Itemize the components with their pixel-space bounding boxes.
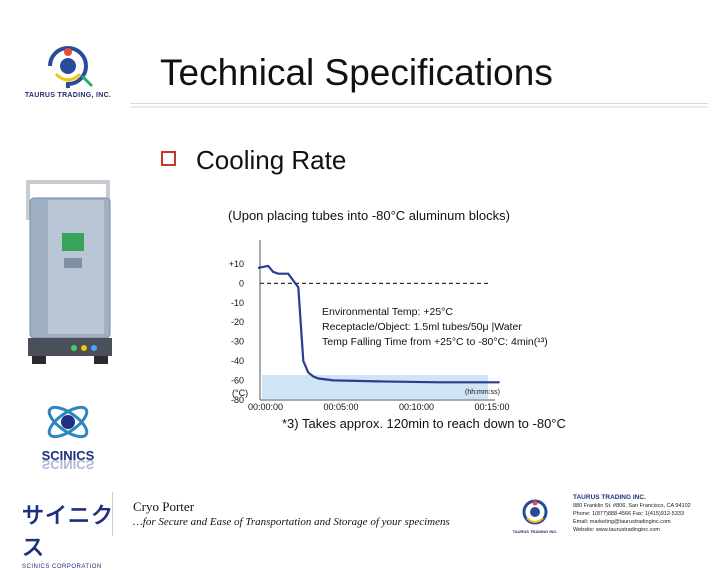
y-axis-label: (°C) xyxy=(232,388,248,398)
y-tick-label: -20 xyxy=(231,317,244,327)
footer-taurus-logo-mark xyxy=(522,499,548,525)
scinics-logo-text: SCINICS xyxy=(42,448,95,463)
y-tick-label: -80 xyxy=(231,395,244,405)
chart-annotation: Temp Falling Time from +25°C to -80°C: 4… xyxy=(322,336,548,348)
contact-block: TAURUS TRADING INC. 880 Franklin St. #80… xyxy=(573,494,718,534)
x-tick-label: 00:00:00 xyxy=(248,402,283,412)
x-tick-labels: 00:00:00 00:05:00 00:10:00 00:15:00 xyxy=(248,402,510,412)
scinics-corp-name: SCINICS CORPORATION xyxy=(22,564,102,570)
slide-title: Technical Specifications xyxy=(160,52,553,93)
x-tick-label: 00:10:00 xyxy=(399,402,434,412)
y-tick-label: -30 xyxy=(231,337,244,347)
chart-title: (Upon placing tubes into -80°C aluminum … xyxy=(228,208,510,223)
cold-band xyxy=(262,375,488,399)
footer-product-name: Cryo Porter xyxy=(133,499,195,514)
chart-note: *3) Takes approx. 120min to reach down t… xyxy=(282,416,566,431)
chart-annotations: Environmental Temp: +25°C Receptacle/Obje… xyxy=(322,306,548,348)
x-axis-label: (hh:mm:ss) xyxy=(465,389,500,396)
bullet-square-icon xyxy=(161,151,176,166)
contact-website[interactable]: Website: www.taurustradinginc.com xyxy=(573,527,661,533)
x-tick-label: 00:05:00 xyxy=(324,402,359,412)
taurus-logo-text: TAURUS TRADING, INC. xyxy=(24,92,112,99)
footer-taurus-logo: TAURUS TRADING INC. xyxy=(512,497,558,539)
y-tick-label: 0 xyxy=(239,278,244,288)
scinics-jp-name: サイニクス xyxy=(22,504,115,561)
chart-annotation: Receptacle/Object: 1.5ml tubes/50μ |Wate… xyxy=(322,321,522,333)
y-tick-label: -40 xyxy=(231,356,244,366)
cooling-rate-chart: (Upon placing tubes into -80°C aluminum … xyxy=(228,208,566,431)
footer-tagline: …for Secure and Ease of Transportation a… xyxy=(133,516,450,528)
y-tick-label: -10 xyxy=(231,298,244,308)
scinics-logo: SCINICS SCINICS xyxy=(42,405,95,472)
contact-address: 880 Franklin St. #806, San Francisco, CA… xyxy=(573,503,691,509)
bullet-cooling-rate: Cooling Rate xyxy=(196,145,347,175)
taurus-logo: TAURUS TRADING, INC. xyxy=(22,40,114,104)
taurus-logo-mark xyxy=(48,46,94,88)
y-tick-label: -60 xyxy=(231,375,244,385)
footer-divider xyxy=(112,492,113,536)
svg-text:SCINICS: SCINICS xyxy=(42,457,95,472)
title-divider-shadow xyxy=(130,106,708,108)
x-tick-label: 00:15:00 xyxy=(475,402,510,412)
y-tick-label: +10 xyxy=(229,259,244,269)
contact-email[interactable]: Email: marketing@taurustradinginc.com xyxy=(573,519,671,525)
contact-phone: Phone: 1(877)888-4566 Fax: 1(415)912-533… xyxy=(573,511,684,517)
scinics-corp-logo: サイニクス SCINICS CORPORATION xyxy=(22,498,122,570)
chart-annotation: Environmental Temp: +25°C xyxy=(322,306,453,318)
title-divider xyxy=(130,103,708,104)
temperature-series-line xyxy=(257,264,500,384)
contact-company: TAURUS TRADING INC. xyxy=(573,494,646,501)
y-tick-labels: +10 0 -10 -20 -30 -40 -60 -80 xyxy=(229,259,244,405)
cryo-porter-device-image xyxy=(26,180,112,364)
footer-taurus-logo-text: TAURUS TRADING INC. xyxy=(512,529,558,534)
